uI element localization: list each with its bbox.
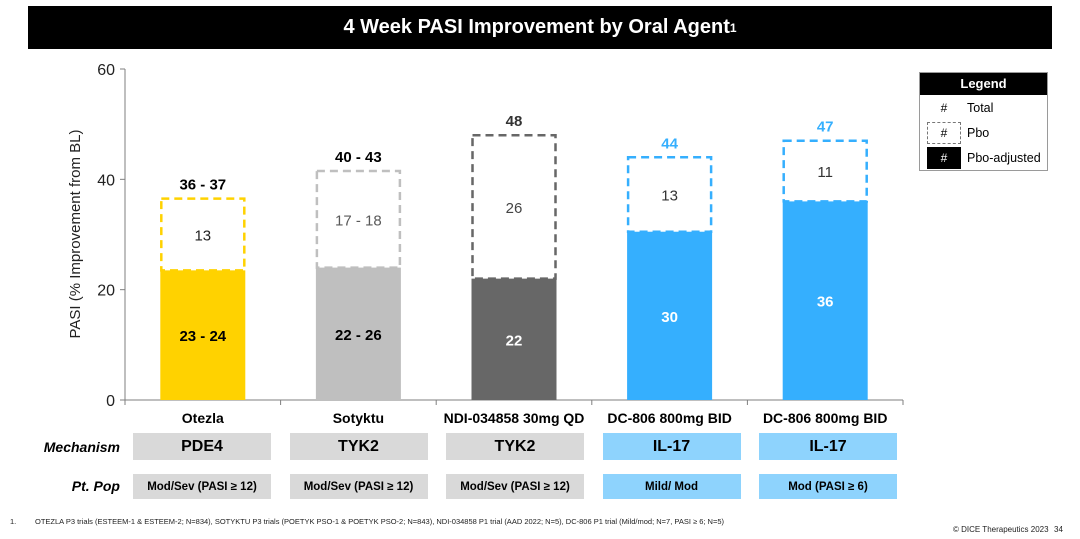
pbo-value-label: 26: [506, 200, 523, 217]
slide-title: 4 Week PASI Improvement by Oral Agent 1: [28, 6, 1052, 49]
y-tick-label: 60: [97, 62, 115, 79]
mechanism-cell: PDE4: [133, 433, 271, 460]
legend-item-pbo-adjusted: # Pbo-adjusted: [920, 145, 1047, 170]
pbo-adjusted-value-label: 23 - 24: [179, 328, 226, 345]
bar-pbo: [626, 156, 713, 233]
population-cell: Mild/ Mod: [602, 474, 741, 499]
legend-swatch-total: #: [940, 100, 948, 115]
slide-title-text: 4 Week PASI Improvement by Oral Agent: [343, 16, 730, 38]
population-cell: Mod (PASI ≥ 6): [759, 474, 897, 499]
bar-pbo-adjusted: [315, 267, 401, 400]
total-value-label: 48: [506, 113, 523, 130]
total-value-label: 36 - 37: [179, 177, 226, 194]
y-axis-label: PASI (% Improvement from BL): [67, 130, 84, 339]
bar-pbo: [471, 133, 557, 280]
pbo-adjusted-value-label: 30: [661, 309, 678, 326]
footnote-number: 1.: [10, 517, 17, 526]
bar-labels: 23 - 24 13 36 - 37 Otezla 22 - 26 17 - 18 40 -…: [179, 113, 887, 426]
page-number: 34: [1054, 525, 1063, 534]
copyright: © DICE Therapeutics 2023: [953, 525, 1049, 534]
pbo-value-label: 17 - 18: [335, 212, 382, 229]
pbo-value-label: 11: [817, 164, 833, 181]
bar-pbo-adjusted: [627, 231, 713, 400]
pbo-value-label: 13: [661, 188, 678, 205]
mechanism-cell: TYK2: [446, 433, 584, 460]
pbo-value-label: 13: [194, 228, 211, 245]
pbo-adjusted-value-label: 22 - 26: [335, 327, 382, 344]
pbo-adjusted-value-label: 36: [817, 294, 834, 311]
population-cell: Mod/Sev (PASI ≥ 12): [289, 474, 428, 499]
legend-swatch-pbo: #: [927, 121, 961, 144]
bar-pbo-adjusted: [782, 201, 868, 400]
bar-pbo-adjusted: [160, 270, 246, 400]
total-value-label: 40 - 43: [335, 149, 382, 166]
category-label: NDI-034858 30mg QD: [444, 410, 585, 426]
bar-pbo: [782, 139, 868, 203]
footnote: 1. OTEZLA P3 trials (ESTEEM-1 & ESTEEM-2…: [10, 517, 735, 527]
population-cell: Mod/Sev (PASI ≥ 12): [446, 474, 584, 499]
bar-pbo: [160, 197, 246, 272]
population-row-label: Pt. Pop: [71, 478, 120, 494]
legend-swatch-pbo-adjusted: #: [927, 146, 961, 169]
y-tick-label: 0: [106, 393, 115, 410]
category-label: Otezla: [182, 410, 224, 426]
total-value-label: 44: [661, 135, 678, 152]
mechanism-cell: IL-17: [759, 433, 897, 460]
y-tick-label: 20: [97, 283, 115, 300]
legend-item-total: # Total: [920, 95, 1047, 120]
legend-title: Legend: [920, 73, 1047, 95]
bar-pbo-adjusted: [471, 278, 557, 400]
legend-item-pbo: # Pbo: [920, 120, 1047, 145]
category-label: DC-806 800mg BID: [763, 410, 888, 426]
total-value-label: 47: [817, 119, 834, 136]
footnote-text: OTEZLA P3 trials (ESTEEM-1 & ESTEEM-2; N…: [35, 517, 725, 526]
legend: Legend # Total # Pbo # Pbo-adjusted: [919, 72, 1048, 171]
y-tick-label: 40: [97, 172, 115, 189]
legend-label-total: Total: [967, 100, 994, 115]
category-label: DC-806 800mg BID: [607, 410, 732, 426]
legend-label-pbo-adjusted: Pbo-adjusted: [967, 150, 1041, 165]
category-label: Sotyktu: [333, 410, 384, 426]
mechanism-cell: IL-17: [602, 433, 741, 460]
pbo-adjusted-value-label: 22: [506, 332, 523, 349]
mechanism-row-label: Mechanism: [43, 439, 120, 455]
population-cell: Mod/Sev (PASI ≥ 12): [133, 474, 271, 499]
bar-pbo: [315, 169, 402, 269]
legend-label-pbo: Pbo: [967, 125, 990, 140]
bars: [160, 133, 868, 400]
mechanism-cell: TYK2: [289, 433, 428, 460]
